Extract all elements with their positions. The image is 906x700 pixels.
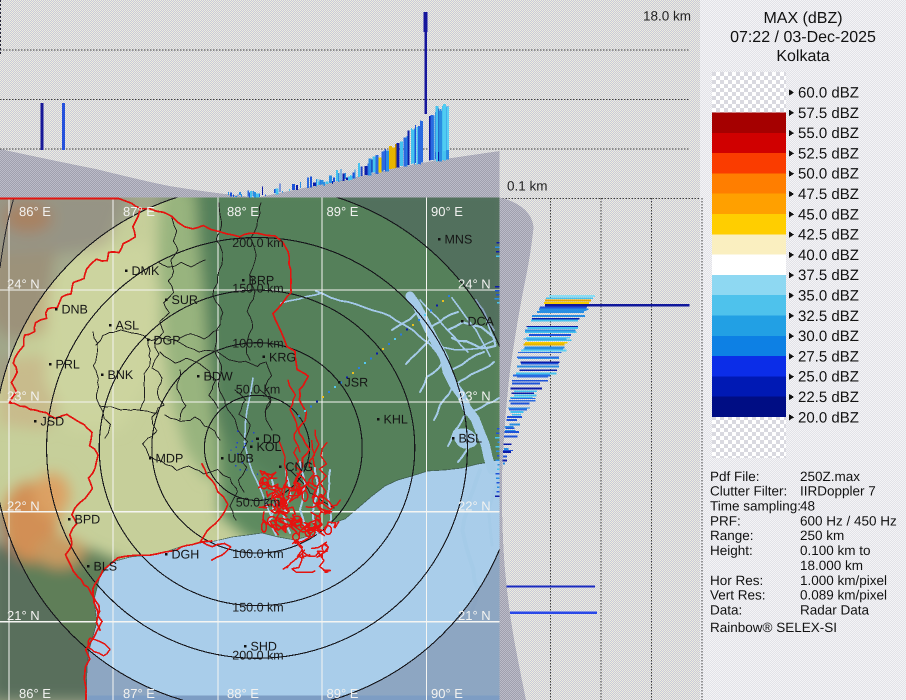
svg-text:Radar Data: Radar Data (800, 603, 870, 618)
svg-text:57.5 dBZ: 57.5 dBZ (798, 105, 859, 122)
svg-text:20.0 dBZ: 20.0 dBZ (798, 409, 859, 426)
svg-text:0.1 km: 0.1 km (507, 179, 548, 194)
svg-text:CNG: CNG (286, 460, 314, 474)
svg-text:DMK: DMK (132, 264, 160, 278)
svg-text:21° N: 21° N (7, 608, 40, 623)
svg-text:BSL: BSL (459, 432, 483, 446)
svg-text:PRF:: PRF: (710, 513, 741, 528)
svg-text:52.5 dBZ: 52.5 dBZ (798, 145, 859, 162)
svg-text:BLS: BLS (94, 560, 118, 574)
svg-text:UDB: UDB (228, 452, 254, 466)
svg-text:Time sampling:: Time sampling: (710, 499, 801, 514)
svg-text:07:22 / 03-Dec-2025: 07:22 / 03-Dec-2025 (730, 29, 876, 46)
svg-text:100.0 km: 100.0 km (232, 547, 283, 561)
svg-text:89° E: 89° E (327, 686, 359, 700)
svg-text:600 Hz / 450 Hz: 600 Hz / 450 Hz (800, 513, 897, 528)
svg-text:22° N: 22° N (458, 499, 491, 514)
svg-text:86° E: 86° E (19, 204, 51, 219)
svg-text:JSD: JSD (41, 415, 65, 429)
svg-text:BDW: BDW (204, 370, 233, 384)
svg-text:150.0 km: 150.0 km (232, 282, 283, 296)
svg-text:88° E: 88° E (227, 686, 259, 700)
svg-text:50.0 km: 50.0 km (236, 496, 280, 510)
svg-text:KOL: KOL (257, 440, 282, 454)
svg-text:90° E: 90° E (431, 204, 463, 219)
svg-text:21° N: 21° N (458, 608, 491, 623)
svg-text:40.0 dBZ: 40.0 dBZ (798, 247, 859, 264)
svg-text:Kolkata: Kolkata (776, 48, 829, 65)
svg-text:48: 48 (800, 499, 815, 514)
svg-text:MDP: MDP (156, 452, 184, 466)
svg-text:200.0 km: 200.0 km (232, 649, 283, 663)
svg-text:86° E: 86° E (19, 686, 51, 700)
svg-text:88° E: 88° E (227, 204, 259, 219)
svg-text:100.0 km: 100.0 km (232, 337, 283, 351)
svg-text:27.5 dBZ: 27.5 dBZ (798, 348, 859, 365)
svg-text:DGP: DGP (154, 333, 181, 347)
svg-text:47.5 dBZ: 47.5 dBZ (798, 186, 859, 203)
svg-text:ASL: ASL (116, 319, 140, 333)
svg-text:32.5 dBZ: 32.5 dBZ (798, 308, 859, 325)
svg-text:55.0 dBZ: 55.0 dBZ (798, 125, 859, 142)
svg-text:50.0 km: 50.0 km (236, 383, 280, 397)
svg-text:89° E: 89° E (327, 204, 359, 219)
svg-text:JSR: JSR (345, 376, 369, 390)
svg-text:45.0 dBZ: 45.0 dBZ (798, 206, 859, 223)
svg-text:150.0 km: 150.0 km (232, 601, 283, 615)
svg-text:Hor Res:: Hor Res: (710, 573, 763, 588)
svg-text:24° N: 24° N (7, 277, 40, 292)
svg-text:SHD: SHD (251, 640, 277, 654)
svg-text:23° N: 23° N (7, 389, 40, 404)
svg-text:30.0 dBZ: 30.0 dBZ (798, 328, 859, 345)
svg-text:0.089 km/pixel: 0.089 km/pixel (800, 588, 887, 603)
svg-text:DCA: DCA (468, 315, 495, 329)
svg-text:Range:: Range: (710, 528, 754, 543)
svg-text:200.0 km: 200.0 km (232, 236, 283, 250)
svg-text:Pdf File:: Pdf File: (710, 469, 760, 484)
svg-text:PRL: PRL (56, 358, 80, 372)
svg-text:Clutter Filter:: Clutter Filter: (710, 484, 787, 499)
svg-text:1.000 km/pixel: 1.000 km/pixel (800, 573, 887, 588)
svg-text:BPD: BPD (75, 513, 101, 527)
svg-text:DD: DD (263, 432, 281, 446)
svg-text:IIRDoppler 7: IIRDoppler 7 (800, 484, 876, 499)
svg-text:KHL: KHL (384, 413, 408, 427)
svg-text:37.5 dBZ: 37.5 dBZ (798, 267, 859, 284)
svg-text:87° E: 87° E (123, 204, 155, 219)
svg-text:BNK: BNK (108, 368, 134, 382)
svg-text:BRP: BRP (249, 274, 275, 288)
svg-text:42.5 dBZ: 42.5 dBZ (798, 227, 859, 244)
svg-text:87° E: 87° E (123, 686, 155, 700)
svg-text:Rainbow® SELEX-SI: Rainbow® SELEX-SI (710, 620, 837, 635)
svg-text:50.0 dBZ: 50.0 dBZ (798, 166, 859, 183)
svg-text:22.5 dBZ: 22.5 dBZ (798, 389, 859, 406)
svg-text:MNS: MNS (445, 233, 473, 247)
svg-text:0.100 km to: 0.100 km to (800, 543, 871, 558)
svg-text:DNB: DNB (62, 303, 88, 317)
svg-text:250 km: 250 km (800, 528, 844, 543)
svg-text:Data:: Data: (710, 603, 742, 618)
svg-text:22° N: 22° N (7, 499, 40, 514)
svg-text:18.000 km: 18.000 km (800, 558, 863, 573)
svg-text:MAX (dBZ): MAX (dBZ) (763, 10, 842, 27)
svg-text:SUR: SUR (172, 293, 198, 307)
svg-text:25.0 dBZ: 25.0 dBZ (798, 369, 859, 386)
svg-text:DGH: DGH (172, 548, 200, 562)
svg-text:Vert Res:: Vert Res: (710, 588, 766, 603)
svg-text:KRG: KRG (269, 350, 296, 364)
svg-text:250Z.max: 250Z.max (800, 469, 860, 484)
svg-text:90° E: 90° E (431, 686, 463, 700)
svg-text:24° N: 24° N (458, 277, 491, 292)
svg-text:Height:: Height: (710, 543, 753, 558)
svg-text:23° N: 23° N (458, 389, 491, 404)
svg-text:35.0 dBZ: 35.0 dBZ (798, 288, 859, 305)
svg-text:18.0 km: 18.0 km (643, 9, 691, 24)
svg-text:60.0 dBZ: 60.0 dBZ (798, 85, 859, 102)
